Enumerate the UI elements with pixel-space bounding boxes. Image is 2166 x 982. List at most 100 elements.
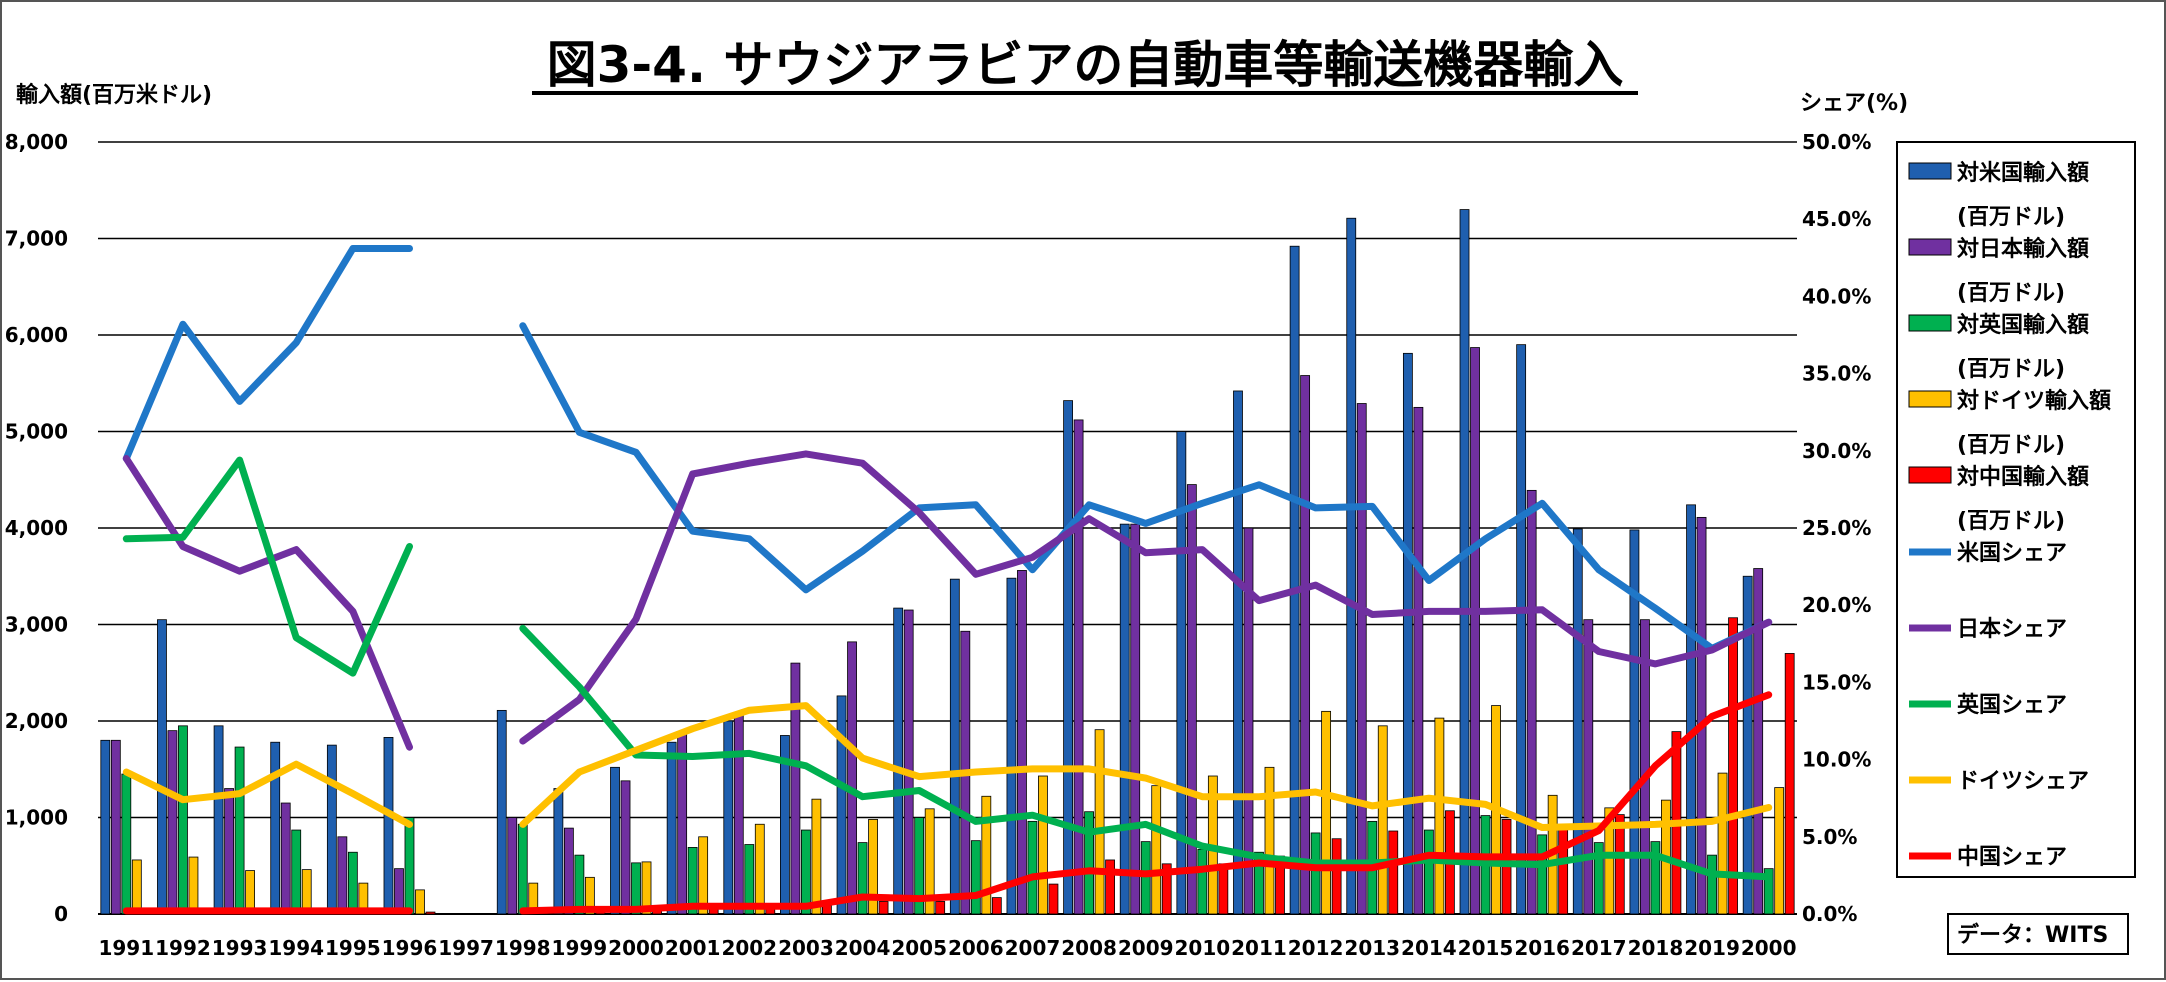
bar bbox=[723, 720, 734, 915]
x-tick-label: 2002 bbox=[721, 936, 777, 960]
bar bbox=[620, 780, 631, 915]
bar bbox=[1434, 717, 1445, 915]
y-right-tick-label: 20.0% bbox=[1802, 593, 1871, 617]
bar bbox=[1413, 406, 1424, 915]
x-tick-label: 2000 bbox=[1741, 936, 1797, 960]
y-left-tick-label: 3,000 bbox=[5, 613, 68, 637]
bar bbox=[981, 795, 992, 915]
bar bbox=[1774, 787, 1785, 915]
x-tick-label: 2008 bbox=[1061, 936, 1117, 960]
bar bbox=[1459, 209, 1470, 915]
bar bbox=[903, 609, 914, 915]
legend-label: 中国シェア bbox=[1957, 845, 2067, 870]
x-tick-label: 2011 bbox=[1231, 936, 1287, 960]
bar bbox=[301, 869, 312, 915]
x-tick-label: 2000 bbox=[608, 936, 664, 960]
y-left-tick-label: 2,000 bbox=[5, 709, 68, 733]
bar bbox=[234, 746, 245, 915]
x-tick-label: 1997 bbox=[438, 936, 494, 960]
series-line bbox=[519, 624, 1773, 881]
bar bbox=[1470, 347, 1480, 915]
x-tick-label: 2018 bbox=[1628, 936, 1684, 960]
legend-unit: (百万ドル) bbox=[1957, 205, 2065, 230]
legend-label: 対中国輸入額 bbox=[1957, 464, 2089, 490]
series-line bbox=[519, 691, 1773, 915]
bar bbox=[1027, 820, 1038, 915]
bar bbox=[270, 741, 281, 915]
bar bbox=[1742, 575, 1753, 915]
bar bbox=[1763, 868, 1774, 915]
bar bbox=[801, 829, 811, 915]
y-right-tick-label: 35.0% bbox=[1802, 362, 1871, 386]
legend-swatch bbox=[1908, 162, 1952, 180]
series-line bbox=[519, 702, 1773, 831]
bar bbox=[574, 854, 585, 915]
bar bbox=[868, 819, 878, 915]
bar bbox=[949, 578, 960, 915]
bar bbox=[924, 808, 935, 915]
bar bbox=[337, 836, 348, 915]
bar bbox=[836, 695, 847, 915]
bar bbox=[1614, 814, 1625, 915]
bar bbox=[914, 817, 925, 915]
bar bbox=[1696, 516, 1707, 915]
bar bbox=[100, 739, 111, 915]
bar bbox=[425, 911, 436, 915]
y-left-tick-label: 0 bbox=[54, 902, 68, 926]
bar bbox=[1289, 245, 1300, 915]
bar bbox=[1629, 529, 1640, 915]
bar bbox=[1048, 883, 1059, 915]
bar bbox=[383, 737, 394, 915]
x-tick-label: 2007 bbox=[1005, 936, 1061, 960]
bar bbox=[1264, 766, 1275, 915]
bar bbox=[1753, 568, 1764, 915]
bar bbox=[1388, 830, 1399, 915]
bar bbox=[780, 735, 790, 915]
bar bbox=[1186, 484, 1197, 915]
line-series-group bbox=[122, 245, 1773, 915]
legend-label: 対日本輸入額 bbox=[1957, 236, 2089, 262]
bar bbox=[1310, 832, 1321, 915]
y-left-tick-label: 7,000 bbox=[5, 227, 68, 251]
bar bbox=[687, 847, 698, 915]
legend-swatch bbox=[1908, 390, 1952, 408]
bar bbox=[893, 607, 904, 915]
bar bbox=[1526, 489, 1537, 915]
bar bbox=[857, 842, 868, 915]
legend-swatch bbox=[1908, 314, 1952, 332]
x-tick-label: 1993 bbox=[212, 936, 268, 960]
bar bbox=[1176, 431, 1187, 915]
bar bbox=[1331, 838, 1342, 915]
y-left-tick-label: 6,000 bbox=[5, 323, 68, 347]
series-line bbox=[122, 245, 413, 462]
bar bbox=[157, 619, 167, 915]
x-tick-label: 2015 bbox=[1458, 936, 1514, 960]
bar bbox=[326, 744, 337, 915]
legend-label: 日本シェア bbox=[1957, 617, 2067, 642]
x-tick-label: 2004 bbox=[835, 936, 891, 960]
bar bbox=[110, 739, 121, 915]
bar bbox=[1017, 570, 1027, 915]
legend-unit: (百万ドル) bbox=[1957, 509, 2065, 534]
bar bbox=[1038, 775, 1048, 915]
bar bbox=[517, 823, 528, 915]
chart-title: 図3-4. サウジアラビアの自動車等輸送機器輸入 bbox=[547, 36, 1624, 94]
bar bbox=[1063, 400, 1073, 915]
bar bbox=[121, 773, 132, 915]
legend-unit: (百万ドル) bbox=[1957, 281, 2065, 306]
x-tick-label: 1999 bbox=[552, 936, 608, 960]
bar bbox=[1218, 863, 1229, 915]
bar bbox=[1073, 419, 1084, 915]
bar bbox=[1233, 390, 1243, 915]
bar bbox=[991, 897, 1002, 915]
bar bbox=[224, 788, 234, 915]
bar bbox=[1119, 523, 1130, 915]
legend-label: 米国シェア bbox=[1957, 541, 2067, 566]
y-right-tick-label: 25.0% bbox=[1802, 516, 1871, 540]
x-tick-label: 2005 bbox=[891, 936, 947, 960]
bar bbox=[496, 709, 507, 915]
x-tick-label: 2016 bbox=[1514, 936, 1570, 960]
axes-group: 0 1,000 2,000 3,000 4,000 5,000 6,000 7,000 8,00… bbox=[5, 130, 1872, 960]
series-line bbox=[122, 760, 413, 828]
